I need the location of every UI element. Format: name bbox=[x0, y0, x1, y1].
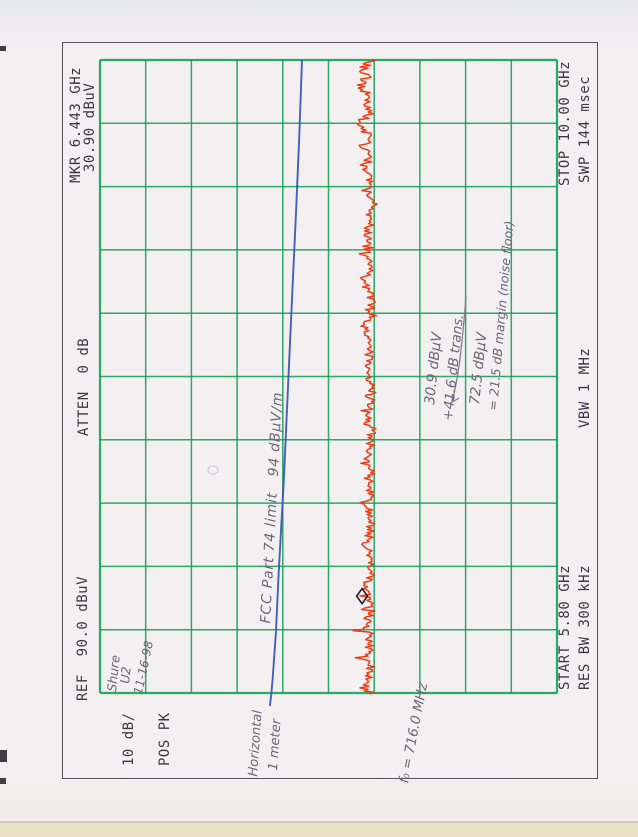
measured-trace bbox=[352, 58, 378, 695]
printout-border bbox=[62, 42, 598, 779]
scan-artifact bbox=[0, 46, 6, 51]
marker-frequency-label: MKR 6.443 GHz bbox=[68, 66, 84, 183]
pencil-sum-arrow bbox=[451, 296, 467, 403]
start-frequency-label: START 5.80 GHz bbox=[557, 564, 573, 690]
video-bandwidth-label: VBW 1 MHz bbox=[577, 347, 593, 428]
handwritten-distance: 1 meter bbox=[266, 718, 285, 771]
sweep-time-label: SWP 144 msec bbox=[577, 75, 593, 183]
marker-diamond bbox=[355, 587, 369, 605]
scan-artifact bbox=[0, 778, 6, 784]
scan-artifact bbox=[0, 750, 7, 762]
attenuation-label: ATTEN 0 dB bbox=[76, 337, 92, 436]
resolution-bandwidth-label: RES BW 300 kHz bbox=[577, 564, 593, 690]
stop-frequency-label: STOP 10.00 GHz bbox=[557, 60, 573, 186]
scale-per-div-label: 10 dB/ bbox=[121, 712, 137, 766]
detector-mode-label: POS PK bbox=[157, 712, 173, 766]
reference-level-label: REF 90.0 dBuV bbox=[75, 575, 91, 701]
marker-amplitude-label: 30.90 dBuV bbox=[82, 82, 98, 172]
handwritten-device-model: U2 bbox=[117, 665, 134, 685]
scanner-bed-strip bbox=[0, 821, 638, 837]
